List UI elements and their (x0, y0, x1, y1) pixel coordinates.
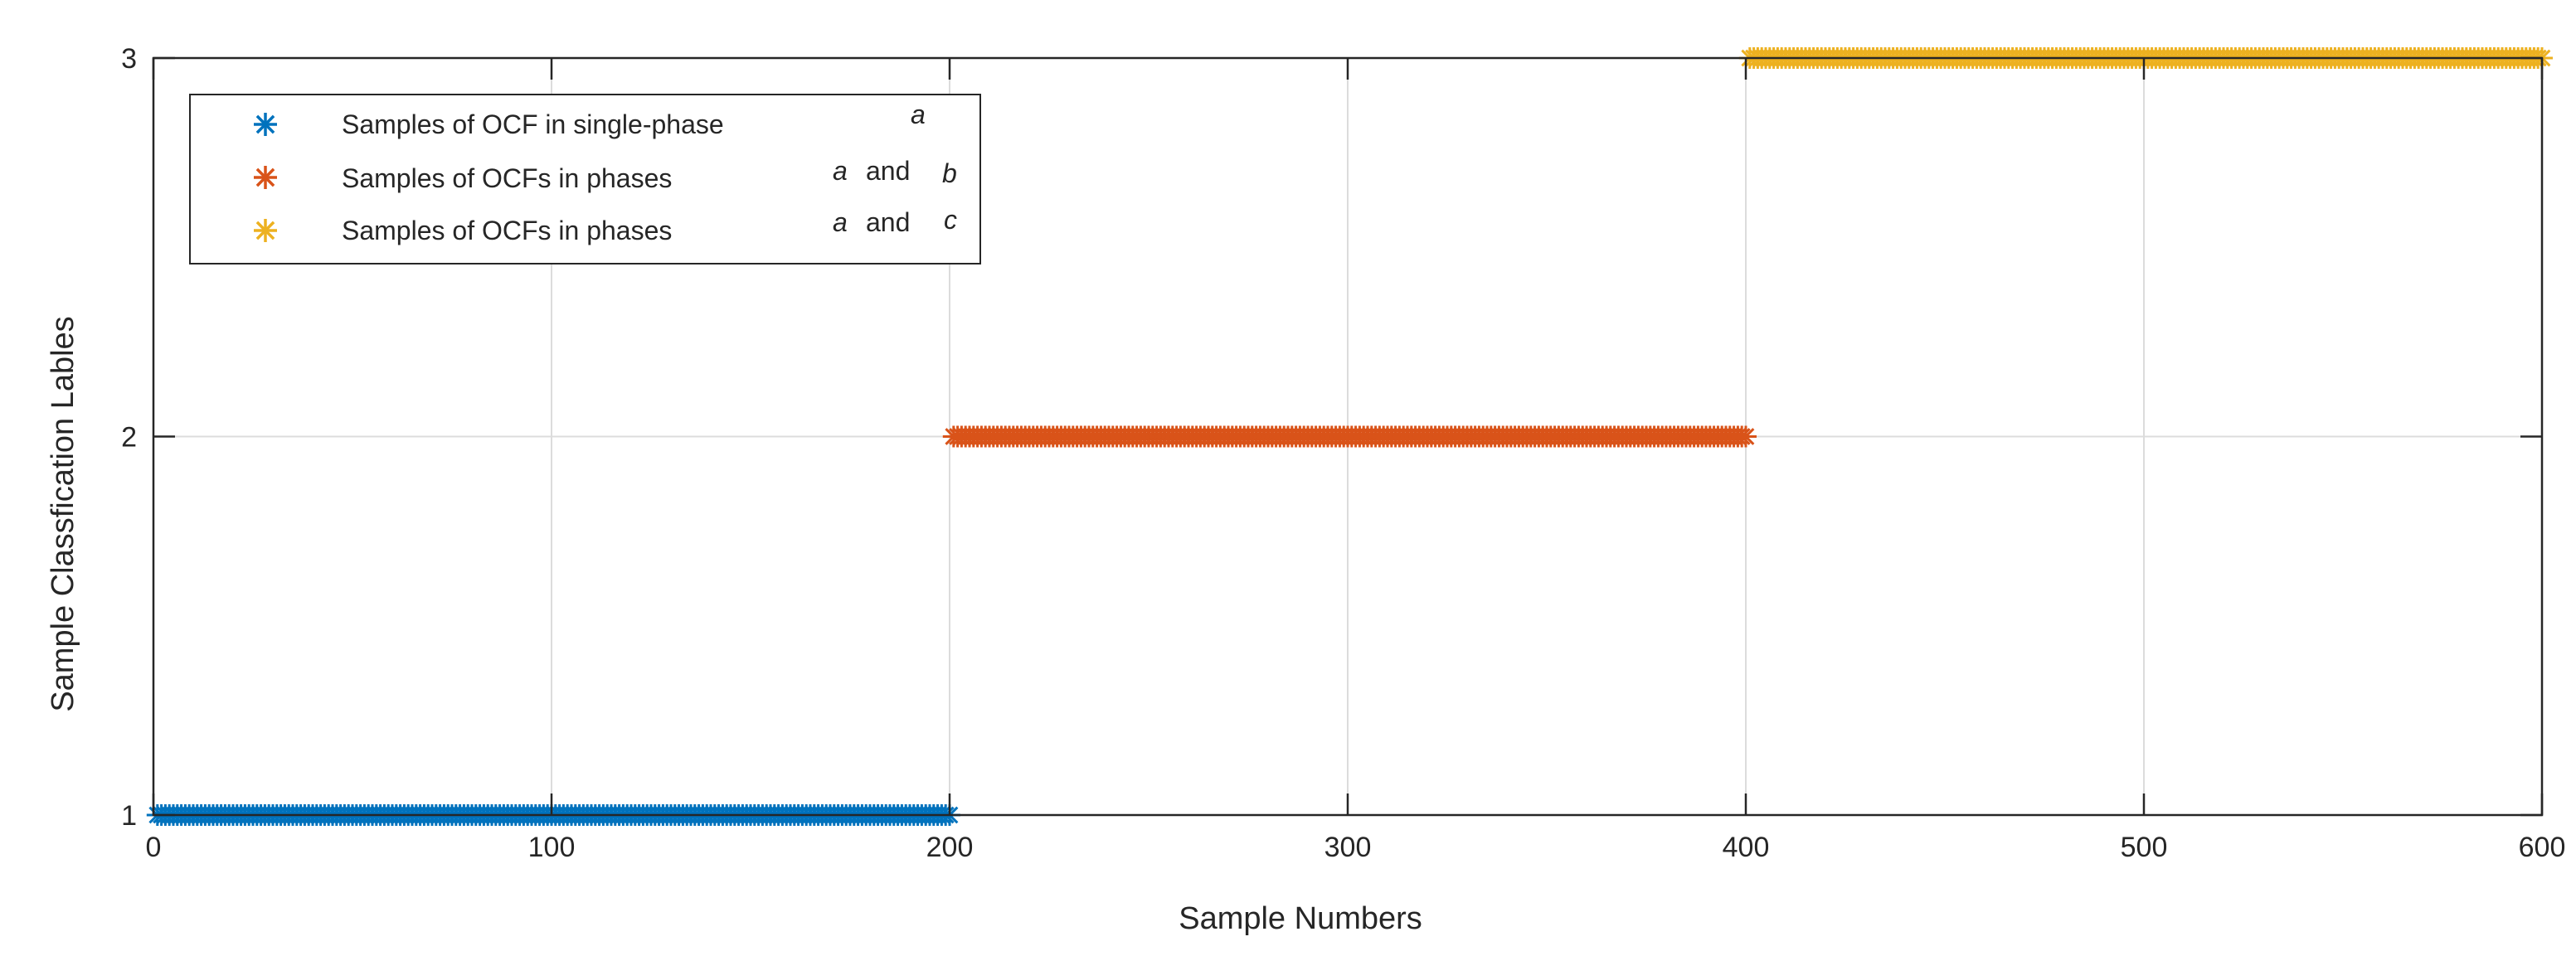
marker-stroke (255, 114, 275, 134)
x-tick-label: 100 (528, 832, 576, 863)
legend-entry-2-phase-a: a (833, 156, 848, 186)
legend-marker-3 (254, 219, 277, 242)
legend-entry-1-label: Samples of OCF in single-phase (342, 109, 724, 139)
y-tick-label: 1 (121, 800, 137, 832)
y-tick-label: 3 (121, 43, 137, 75)
x-tick-label: 600 (2519, 832, 2566, 863)
legend-entry-1-phase-a: a (911, 99, 926, 129)
y-tick-label: 2 (121, 422, 137, 454)
series-2 (942, 425, 1757, 448)
legend-entry-3-phase-c: c (944, 205, 957, 235)
data-point (1735, 425, 1757, 448)
legend-entry-3-and: and (866, 207, 910, 237)
legend-marker-2 (254, 166, 277, 189)
legend-entry-2-label: Samples of OCFs in phases (342, 163, 672, 193)
marker-stroke (1737, 428, 1755, 445)
legend-box (189, 94, 981, 264)
x-tick-label: 200 (926, 832, 974, 863)
legend-markers (254, 113, 277, 242)
legend: Samples of OCF in single-phase a Samples… (189, 94, 981, 264)
legend-entry-2-phase-b: b (942, 158, 957, 188)
x-tick-label: 0 (146, 832, 162, 863)
marker-stroke (255, 167, 275, 187)
legend-entry-2-and: and (866, 156, 910, 186)
axis-ticks (152, 56, 2544, 817)
x-tick-label: 300 (1324, 832, 1372, 863)
x-tick-label: 400 (1723, 832, 1770, 863)
tick-labels: 0 100 200 300 400 500 600 1 2 3 (121, 43, 2565, 863)
legend-entry-3-phase-a: a (833, 207, 848, 237)
x-tick-label: 500 (2121, 832, 2168, 863)
marker-stroke (255, 221, 275, 240)
legend-entry-3-label: Samples of OCFs in phases (342, 216, 672, 245)
legend-marker-1 (254, 113, 277, 136)
x-axis-title: Sample Numbers (1179, 901, 1422, 936)
y-axis-title: Sample Classfication Lables (46, 316, 80, 711)
